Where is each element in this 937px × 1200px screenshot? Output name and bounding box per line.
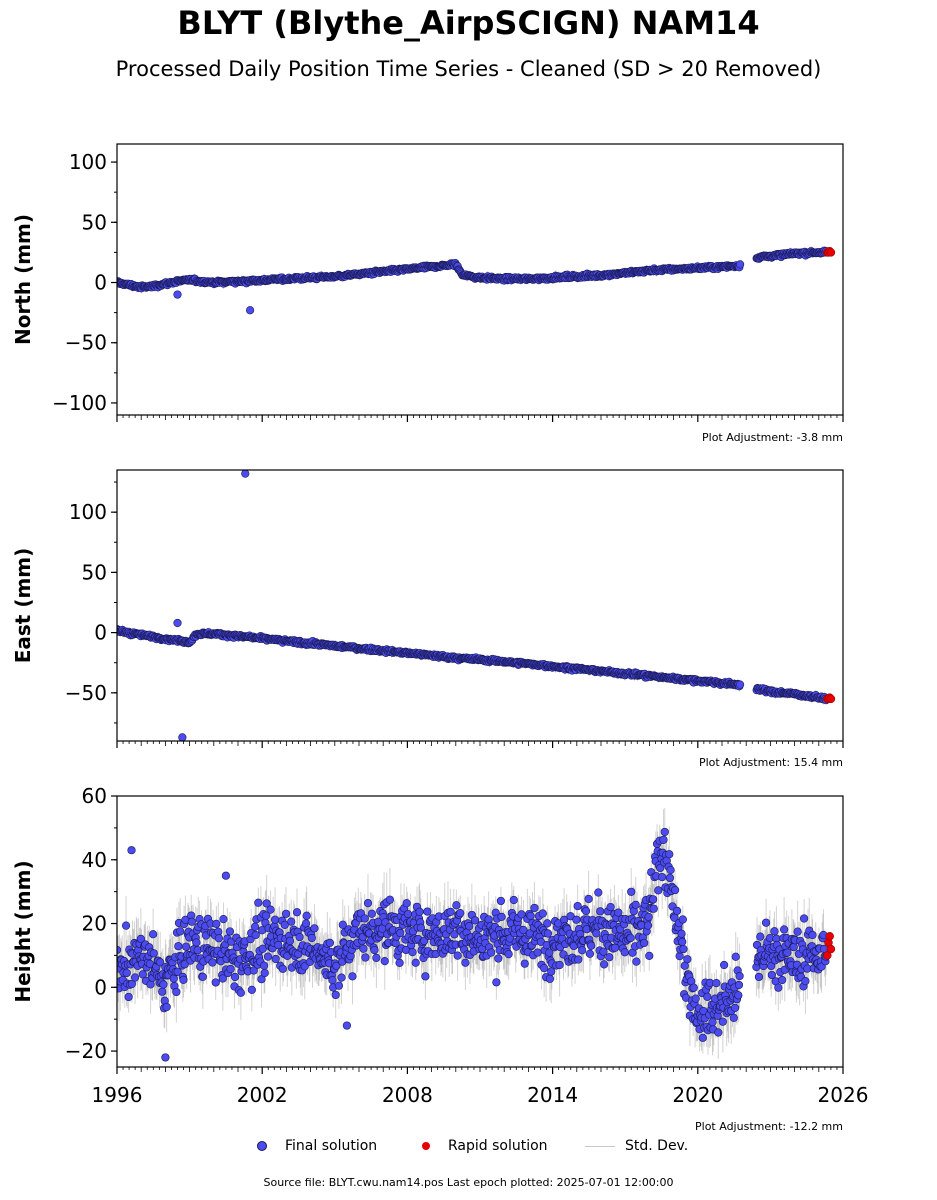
y-tick-label: 50	[82, 560, 107, 584]
y-tick-label: 100	[69, 150, 107, 174]
plot-area	[117, 245, 836, 315]
plot-area	[117, 470, 836, 741]
final-point	[158, 987, 167, 996]
axes-frame	[116, 469, 844, 742]
outlier-point	[241, 470, 250, 478]
final-solution-series	[117, 246, 831, 315]
outlier-point	[246, 306, 255, 315]
y-tick-label: 0	[94, 271, 107, 295]
final-point	[130, 973, 140, 982]
final-point	[159, 980, 168, 989]
plot-area	[117, 808, 836, 1062]
final-point	[117, 945, 122, 955]
plot-adjustment-note: Plot Adjustment: -3.8 mm	[702, 431, 843, 444]
y-tick-label: −50	[65, 331, 107, 355]
panel-1: −100 −50 0 50 100 North (mm) Plot Adjustment: …	[11, 143, 844, 444]
chart-subtitle: Processed Daily Position Time Series - C…	[115, 57, 822, 81]
y-tick-label: 50	[82, 210, 107, 234]
final-point	[124, 992, 133, 1002]
final-point	[735, 260, 745, 269]
panel-2: −50 0 50 100 East (mm) Plot Adjustment: 15.4 …	[11, 469, 844, 769]
final-point	[735, 680, 745, 689]
plot-adjustment-note: Plot Adjustment: 15.4 mm	[699, 756, 843, 769]
final-point	[127, 979, 136, 989]
final-solution-series	[117, 470, 831, 741]
outlier-point	[178, 733, 187, 741]
final-point	[136, 934, 145, 943]
rapid-solution-series	[823, 246, 836, 257]
final-point	[121, 921, 131, 930]
outlier-point	[173, 290, 182, 299]
outlier-point	[173, 618, 182, 628]
final-point	[149, 930, 158, 939]
final-point	[156, 958, 165, 967]
chart-title: BLYT (Blythe_AirpSCIGN) NAM14	[177, 4, 760, 42]
final-point	[149, 949, 158, 958]
y-tick-label: 0	[94, 621, 107, 645]
rapid-solution-series	[823, 693, 836, 704]
final-solution-series	[117, 827, 831, 1062]
rapid-point	[826, 694, 836, 704]
rapid-point	[826, 248, 836, 257]
y-tick-label: −100	[52, 391, 107, 415]
y-axis-label: East (mm)	[11, 548, 35, 664]
y-tick-label: −50	[65, 681, 107, 705]
final-point	[162, 1002, 171, 1012]
y-tick-label: 100	[69, 500, 107, 524]
final-point	[138, 970, 147, 979]
y-axis-label: North (mm)	[11, 214, 35, 345]
final-point	[122, 968, 131, 978]
